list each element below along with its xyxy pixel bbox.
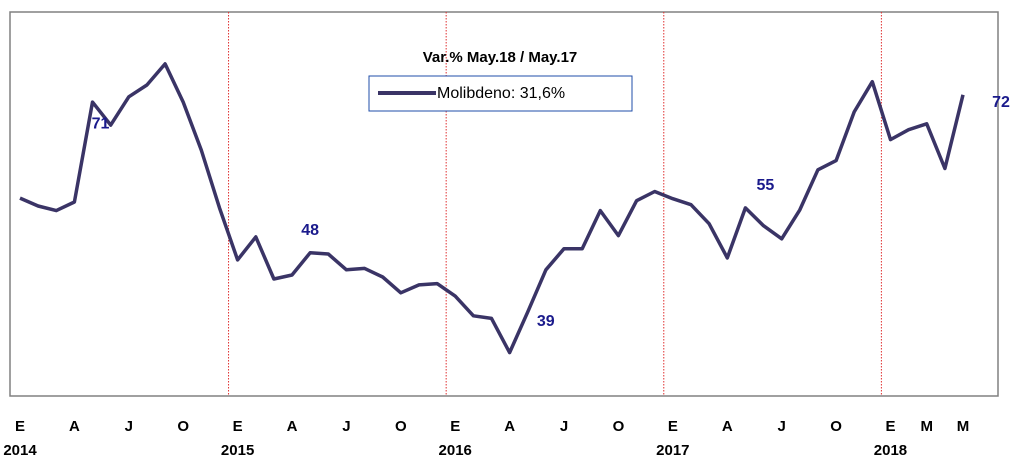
x-tick-label: M — [920, 418, 933, 435]
data-label: 72 — [992, 94, 1010, 111]
x-tick-label: A — [69, 418, 80, 435]
line-series — [19, 62, 965, 355]
x-tick-label: O — [395, 418, 407, 435]
x-tick-label: A — [287, 418, 298, 435]
x-tick-label: O — [613, 418, 625, 435]
data-label: 71 — [92, 115, 110, 132]
year-label: 2014 — [3, 442, 37, 459]
x-tick-label: M — [957, 418, 970, 435]
x-tick-label: E — [15, 418, 25, 435]
x-tick-label: E — [885, 418, 895, 435]
data-label: 48 — [301, 222, 319, 239]
x-tick-label: E — [450, 418, 460, 435]
x-tick-label: O — [177, 418, 189, 435]
x-tick-label: J — [777, 418, 785, 435]
x-tick-label: A — [722, 418, 733, 435]
x-tick-label: O — [830, 418, 842, 435]
x-tick-label: E — [668, 418, 678, 435]
x-tick-label: A — [504, 418, 515, 435]
legend-label: Molibdeno: 31,6% — [437, 85, 565, 102]
x-tick-label: J — [125, 418, 133, 435]
x-tick-label: E — [233, 418, 243, 435]
legend-title: Var.% May.18 / May.17 — [423, 49, 578, 66]
year-label: 2017 — [656, 442, 689, 459]
year-label: 2015 — [221, 442, 254, 459]
year-label: 2016 — [439, 442, 472, 459]
data-label: 55 — [756, 177, 774, 194]
data-label: 39 — [537, 313, 555, 330]
year-label: 2018 — [874, 442, 907, 459]
x-tick-label: J — [560, 418, 568, 435]
x-tick-label: J — [342, 418, 350, 435]
